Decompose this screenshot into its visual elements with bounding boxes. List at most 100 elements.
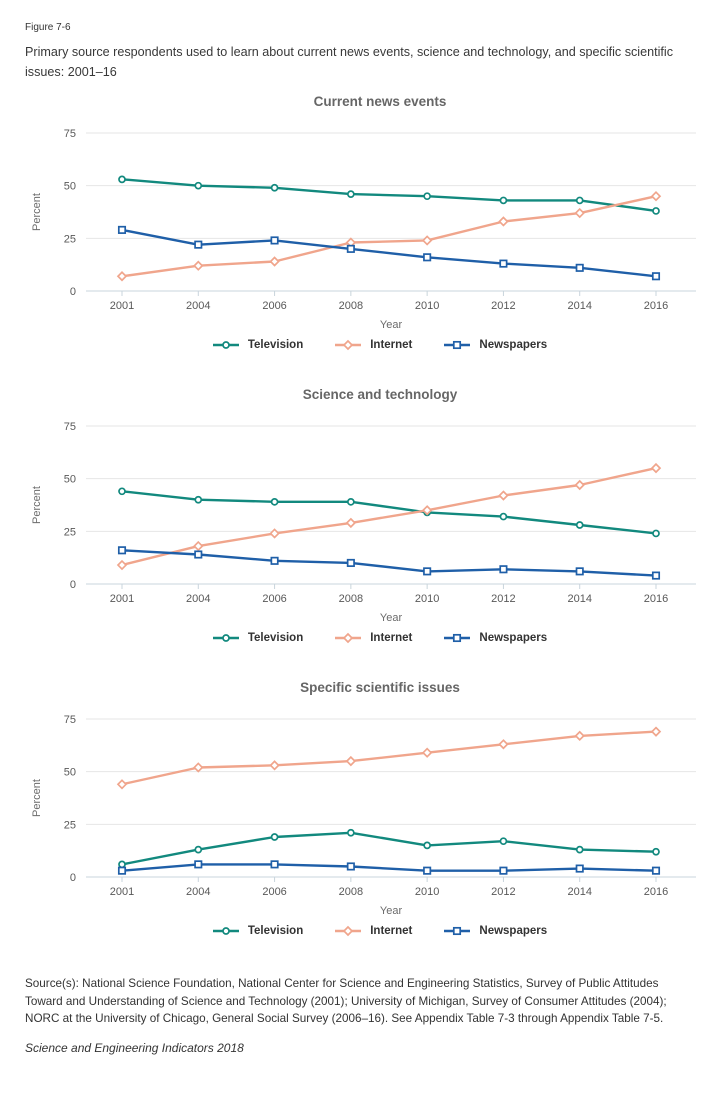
legend-item-television: Television [211, 632, 303, 644]
diamond-marker [345, 755, 357, 767]
square-marker [117, 866, 127, 875]
x-axis-title: Year [380, 612, 403, 624]
diamond-marker [343, 632, 354, 644]
square-marker [194, 550, 203, 559]
legend-item-newspapers: Newspapers [442, 632, 547, 644]
x-tick-label: 2001 [110, 886, 134, 898]
square-marker [575, 263, 584, 272]
chart-section-science-and-technology: Science and technology 0 25 50 75 Percent 200… [0, 387, 724, 668]
chart-plot-area: 0 25 50 75 Percent 2001 2004 2006 2008 2010 2012 20… [0, 697, 724, 921]
chart-canvas-current-news-events: 0 25 50 75 Percent 2001 2004 2006 2008 2010 2012 20… [31, 128, 696, 331]
square-line-icon [444, 340, 471, 350]
y-tick-label: 75 [64, 128, 76, 140]
diamond-marker [650, 462, 662, 474]
y-axis-title: Percent [31, 779, 43, 817]
legend-label: Television [247, 925, 304, 938]
figure-caption: Primary source respondents used to learn… [25, 45, 673, 79]
series-line-newspapers [121, 863, 657, 872]
square-marker [499, 259, 508, 268]
circle-marker [652, 529, 660, 538]
diamond-marker [498, 490, 509, 501]
circle-marker [499, 512, 508, 521]
x-tick-label: 2008 [339, 886, 363, 898]
legend-item-television: Television [211, 925, 303, 937]
circle-marker [499, 196, 508, 205]
legend-label: Television [247, 632, 304, 645]
square-marker [194, 860, 203, 869]
diamond-line-icon [335, 339, 362, 351]
square-marker [651, 866, 661, 875]
x-axis-title: Year [380, 319, 403, 331]
x-tick-label: 2001 [110, 300, 134, 312]
figure-header: Figure 7-6 Primary source respondents us… [0, 0, 724, 82]
y-tick-label: 25 [64, 233, 76, 245]
chart-title: Current news events [313, 94, 447, 110]
diamond-marker [650, 726, 662, 737]
legend-label: Newspapers [479, 339, 548, 352]
x-tick-label: 2012 [491, 886, 515, 898]
diamond-marker [421, 235, 433, 246]
series-line-television [121, 178, 657, 213]
square-marker [423, 567, 432, 576]
diamond-marker [343, 925, 354, 937]
x-tick-label: 2010 [415, 886, 439, 898]
x-axis-title: Year [380, 905, 403, 917]
legend-item-internet: Internet [333, 925, 412, 937]
square-marker [651, 272, 661, 281]
chart-section-current-news-events: Current news events 0 25 50 75 Percent 2001 20… [0, 94, 724, 375]
square-marker [270, 236, 279, 245]
circle-marker [194, 181, 203, 190]
x-tick-label: 2008 [339, 300, 363, 312]
x-tick-label: 2004 [186, 593, 210, 605]
legend-label: Internet [370, 632, 413, 645]
y-axis-title: Percent [31, 486, 43, 524]
diamond-marker [421, 505, 433, 516]
diamond-line-icon [335, 632, 362, 644]
y-tick-label: 25 [64, 526, 76, 538]
legend-label: Internet [370, 925, 413, 938]
chart-section-specific-scientific-issues: Specific scientific issues 0 25 50 75 Percen… [0, 680, 724, 961]
circle-marker [652, 847, 660, 856]
circle-marker [221, 927, 230, 935]
charts-container: Current news events 0 25 50 75 Percent 2001 20… [0, 94, 724, 961]
x-tick-label: 2014 [567, 593, 591, 605]
circle-marker [347, 828, 355, 837]
chart-plot-area: 0 25 50 75 Percent 2001 2004 2006 2008 2010 2012 20… [0, 404, 724, 628]
circle-marker [347, 498, 355, 506]
y-tick-label: 75 [64, 714, 76, 726]
circle-line-icon [212, 634, 239, 642]
diamond-marker [498, 216, 509, 227]
figure-number: Figure 7-6 [25, 22, 71, 33]
square-line-icon [444, 926, 471, 936]
chart-plot-area: 0 25 50 75 Percent 2001 2004 2006 2008 2010 2012 20… [0, 111, 724, 335]
diamond-line-icon [335, 925, 362, 937]
circle-marker [194, 845, 203, 854]
circle-line-icon [212, 927, 239, 935]
square-marker [453, 633, 462, 643]
source-note: Source(s): National Science Foundation, … [25, 977, 667, 1026]
circle-marker [270, 498, 279, 506]
square-marker [346, 558, 355, 568]
diamond-marker [574, 730, 585, 742]
diamond-marker [650, 191, 662, 202]
diamond-marker [343, 339, 354, 351]
x-tick-label: 2004 [186, 300, 210, 312]
square-marker [651, 571, 661, 580]
square-marker [499, 866, 508, 875]
diamond-marker [193, 540, 204, 552]
series-line-internet [121, 730, 657, 786]
x-tick-label: 2016 [644, 300, 668, 312]
square-marker [117, 225, 127, 234]
chart-canvas-science-and-technology: 0 25 50 75 Percent 2001 2004 2006 2008 2010 2012 20… [31, 421, 696, 624]
legend-item-newspapers: Newspapers [442, 339, 547, 351]
diamond-marker [193, 260, 204, 271]
figure-footer: Source(s): National Science Foundation, … [0, 961, 724, 1055]
diamond-marker [269, 760, 280, 771]
x-tick-label: 2004 [186, 886, 210, 898]
x-tick-label: 2006 [262, 886, 286, 898]
square-marker [453, 340, 462, 350]
square-marker [117, 546, 127, 555]
x-tick-label: 2001 [110, 593, 134, 605]
chart-title: Science and technology [302, 387, 458, 403]
legend-label: Internet [370, 339, 413, 352]
